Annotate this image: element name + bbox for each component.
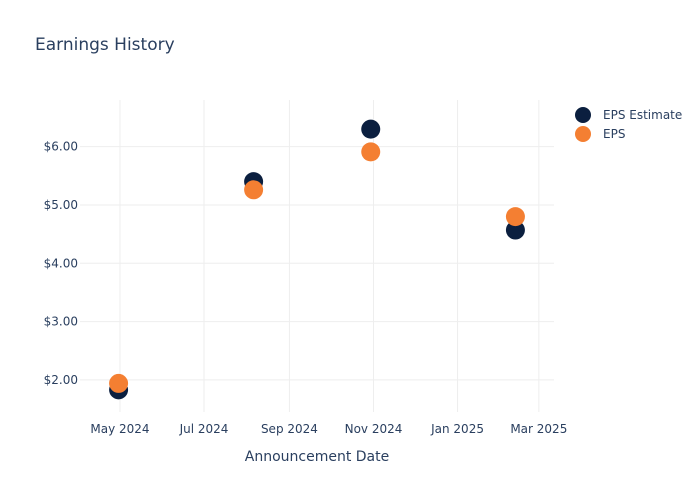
x-tick-label: Jan 2025 <box>430 422 484 436</box>
y-tick-label: $4.00 <box>44 256 78 270</box>
data-point <box>361 119 381 139</box>
legend-marker <box>575 126 591 142</box>
y-tick-label: $2.00 <box>44 373 78 387</box>
x-axis-title: Announcement Date <box>245 449 389 465</box>
x-tick-label: May 2024 <box>90 422 149 436</box>
data-point <box>505 220 525 240</box>
grid-lines <box>80 100 554 412</box>
legend-label: EPS <box>603 127 625 141</box>
x-axis-ticks: May 2024 Jul 2024 Sep 2024 Nov 2024 Jan 2025… <box>90 422 567 436</box>
data-point <box>361 142 381 162</box>
legend-label: EPS Estimate <box>603 108 682 122</box>
x-tick-label: Sep 2024 <box>261 422 318 436</box>
y-tick-label: $3.00 <box>44 315 78 329</box>
legend: EPS Estimate EPS <box>575 107 682 142</box>
y-tick-label: $5.00 <box>44 198 78 212</box>
data-point <box>109 373 129 393</box>
chart-title: Earnings History <box>35 35 175 55</box>
data-point <box>505 207 525 227</box>
legend-marker <box>575 107 591 123</box>
data-points <box>109 119 525 400</box>
y-tick-label: $6.00 <box>44 140 78 154</box>
x-tick-label: Jul 2024 <box>179 422 229 436</box>
x-tick-label: Nov 2024 <box>345 422 403 436</box>
y-axis-ticks: $2.00 $3.00 $4.00 $5.00 $6.00 <box>44 140 78 387</box>
x-tick-label: Mar 2025 <box>510 422 567 436</box>
data-point <box>244 180 264 200</box>
